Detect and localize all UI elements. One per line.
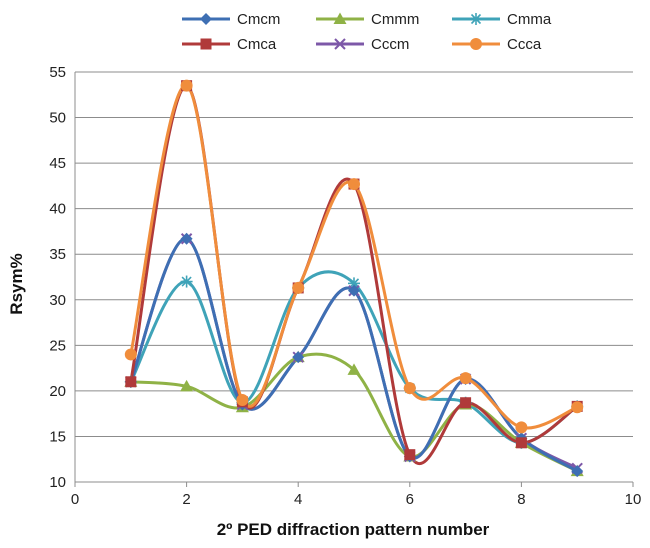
point-cmcm-2 (180, 232, 193, 245)
y-tick-label-50: 50 (49, 110, 66, 127)
point-ccca-3 (236, 394, 249, 406)
point-ccca-6 (403, 382, 416, 395)
point-cmmm-5 (347, 363, 361, 375)
legend-item-cmma: Cmma (452, 11, 552, 28)
point-cmma-2 (180, 275, 193, 288)
x-tick-label-8: 8 (517, 491, 525, 508)
point-cmmm-2 (180, 379, 194, 392)
series-line-cmma (129, 270, 579, 445)
legend-label-cmca: Cmca (237, 36, 277, 53)
legend-marker-cmcm (200, 13, 212, 25)
series-markers (124, 79, 584, 478)
x-tick-label-4: 4 (294, 491, 302, 508)
x-tick-labels: 0 2 4 6 8 10 (71, 491, 642, 508)
point-ccca-5 (348, 178, 360, 191)
legend-item-cmca: Cmca (182, 36, 277, 53)
point-cmca-1 (125, 376, 137, 388)
series-line-cmcm (129, 237, 579, 473)
point-cmca-8 (515, 437, 527, 449)
point-ccca-9 (571, 401, 584, 414)
x-tick-label-6: 6 (406, 491, 414, 508)
legend-label-cmcm: Cmcm (237, 11, 280, 28)
y-axis-title: Rsym% (7, 253, 26, 314)
y-tick-label-20: 20 (49, 383, 66, 400)
legend-item-cmcm: Cmcm (182, 11, 280, 28)
y-tick-label-30: 30 (49, 292, 66, 309)
axes (74, 72, 634, 487)
x-axis-title: 2º PED diffraction pattern number (217, 520, 490, 539)
y-tick-label-45: 45 (49, 155, 66, 172)
legend-marker-cmca (200, 38, 212, 50)
legend-marker-ccca (470, 38, 482, 50)
y-tick-label-10: 10 (49, 474, 66, 491)
y-tick-labels: 10 15 20 25 30 35 40 45 50 55 (49, 64, 66, 491)
y-tick-label-15: 15 (49, 428, 66, 445)
legend-item-ccca: Ccca (452, 36, 542, 53)
legend-marker-cccm (334, 38, 346, 50)
legend-label-cccm: Cccm (371, 36, 409, 53)
y-tick-label-55: 55 (49, 64, 66, 81)
x-tick-label-10: 10 (625, 491, 642, 508)
point-ccca-4 (292, 281, 305, 294)
legend-label-ccca: Ccca (507, 36, 542, 53)
legend-label-cmma: Cmma (507, 11, 552, 28)
y-tick-label-40: 40 (49, 201, 66, 218)
point-cmcm-4 (292, 351, 305, 364)
x-tick-label-2: 2 (182, 491, 190, 508)
point-cmcm-5 (348, 284, 360, 297)
point-cmca-7 (460, 397, 472, 409)
legend-item-cccm: Cccm (316, 36, 409, 53)
point-ccca-8 (515, 421, 528, 434)
point-cmcm-9 (571, 465, 584, 478)
legend: Cmcm Cmmm Cmma Cmca Cccm Ccca (182, 11, 552, 53)
point-ccca-7 (459, 372, 472, 385)
legend-marker-cmmm (333, 12, 347, 24)
legend-label-cmmm: Cmmm (371, 11, 419, 28)
point-ccca-2 (180, 79, 193, 92)
x-tick-label-0: 0 (71, 491, 79, 508)
point-cmca-6 (404, 449, 416, 461)
legend-marker-cmma (470, 13, 482, 25)
legend-item-cmmm: Cmmm (316, 11, 419, 28)
series-line-cmca (129, 84, 579, 466)
point-ccca-1 (124, 348, 137, 361)
y-tick-label-35: 35 (49, 246, 66, 263)
y-tick-label-25: 25 (49, 337, 66, 354)
